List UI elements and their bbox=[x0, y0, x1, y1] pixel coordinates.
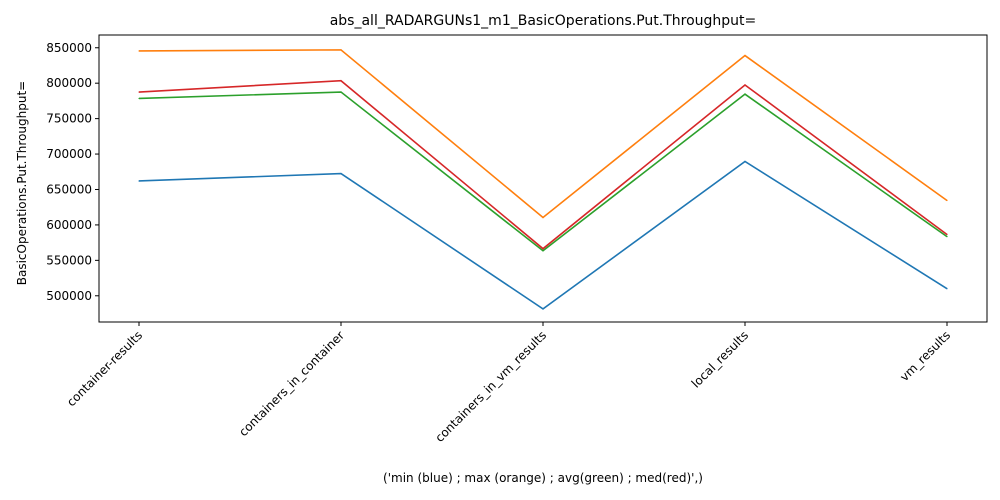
data-point-0-0 bbox=[138, 180, 140, 182]
data-point-1-3 bbox=[744, 54, 746, 57]
data-point-3-1 bbox=[340, 80, 342, 82]
data-point-1-1 bbox=[340, 49, 342, 51]
data-point-3-0 bbox=[138, 91, 140, 93]
x-tick-label-1: containers_in_container bbox=[236, 328, 347, 439]
data-point-2-2 bbox=[542, 250, 544, 252]
y-tick-label-5: 750000 bbox=[46, 112, 92, 126]
y-tick-label-7: 850000 bbox=[46, 41, 92, 55]
series-layer bbox=[138, 49, 948, 310]
x-tick-label-3: local_results bbox=[689, 328, 751, 390]
data-point-2-3 bbox=[744, 93, 746, 95]
y-tick-label-4: 700000 bbox=[46, 147, 92, 161]
data-point-2-1 bbox=[340, 91, 342, 93]
series-line-3 bbox=[138, 79, 948, 250]
data-point-2-4 bbox=[946, 236, 948, 238]
y-axis-label: BasicOperations.Put.Throughput= bbox=[15, 81, 29, 285]
y-tick-label-2: 600000 bbox=[46, 218, 92, 232]
y-tick-label-0: 500000 bbox=[46, 289, 92, 303]
data-point-3-3 bbox=[744, 84, 746, 86]
y-tick-label-3: 650000 bbox=[46, 182, 92, 196]
data-point-1-0 bbox=[138, 50, 140, 52]
data-point-3-4 bbox=[946, 233, 948, 236]
data-point-3-2 bbox=[542, 248, 544, 250]
chart-title: abs_all_RADARGUNs1_m1_BasicOperations.Pu… bbox=[330, 13, 757, 29]
series-line-1 bbox=[138, 49, 948, 219]
x-tick-label-4: vm_results bbox=[897, 328, 953, 384]
series-line-0 bbox=[138, 160, 948, 310]
data-point-0-3 bbox=[744, 160, 746, 163]
x-tick-label-2: containers_in_vm_results bbox=[432, 328, 549, 445]
data-point-0-4 bbox=[946, 288, 948, 290]
y-tick-label-1: 550000 bbox=[46, 253, 92, 267]
x-tick-label-0: container-results bbox=[64, 328, 145, 409]
plot-frame bbox=[98, 34, 988, 323]
data-point-0-2 bbox=[542, 308, 544, 310]
data-point-1-2 bbox=[542, 216, 544, 219]
data-point-1-4 bbox=[946, 199, 948, 202]
data-point-0-1 bbox=[340, 172, 342, 175]
series-line-2 bbox=[138, 91, 948, 252]
y-tick-label-6: 800000 bbox=[46, 76, 92, 90]
ticks-layer: 500000 550000 600000 650000 700000 750000 8000… bbox=[46, 41, 953, 445]
data-point-2-0 bbox=[138, 97, 140, 100]
x-axis-label: ('min (blue) ; max (orange) ; avg(green)… bbox=[383, 471, 703, 485]
